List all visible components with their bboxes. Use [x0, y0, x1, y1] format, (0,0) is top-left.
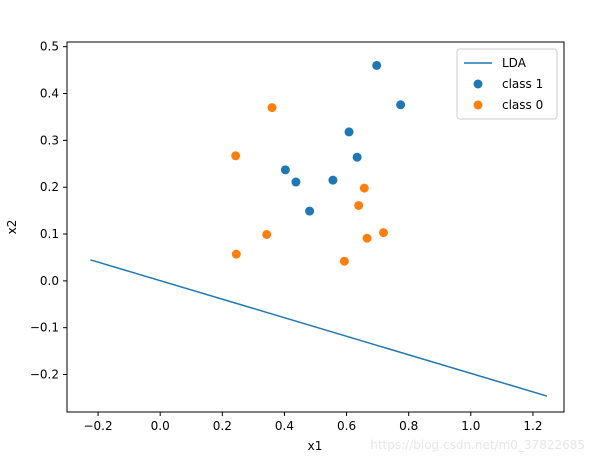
class-1-point — [352, 152, 362, 162]
x-tick-label: 0.6 — [337, 419, 356, 433]
x-tick-label: 1.0 — [461, 419, 480, 433]
y-tick-label: 0.3 — [40, 133, 59, 147]
x-tick-label: 0.8 — [399, 419, 418, 433]
x-axis: −0.2 0.0 0.2 0.4 0.6 0.8 1.0 1.2 — [83, 412, 542, 433]
y-tick-label: 0.5 — [40, 40, 59, 54]
class-0-point — [379, 228, 389, 238]
legend-label: class 1 — [502, 77, 543, 91]
class-1-point — [291, 177, 301, 187]
x-tick-label: 0.2 — [213, 419, 232, 433]
y-axis: −0.2 −0.1 0.0 0.1 0.2 0.3 0.4 0.5 — [30, 40, 67, 382]
class-0-point — [354, 200, 364, 210]
legend-label: LDA — [502, 56, 527, 70]
axes-frame — [66, 41, 565, 413]
y-tick-label: −0.2 — [30, 368, 59, 382]
legend-marker-swatch — [473, 100, 483, 110]
class-0-point — [231, 249, 241, 259]
x-tick-label: 0.4 — [275, 419, 294, 433]
class-1-point — [372, 60, 382, 70]
legend: LDA class 1 class 0 — [456, 48, 558, 120]
class-1-point — [344, 127, 354, 137]
class-1-point — [305, 206, 315, 216]
class-0-point — [359, 183, 369, 193]
class-0-point — [262, 229, 272, 239]
y-tick-label: −0.1 — [30, 321, 59, 335]
series-layer — [90, 60, 548, 397]
y-tick-label: 0.0 — [40, 274, 59, 288]
x-axis-label: x1 — [308, 439, 323, 453]
class-1-point — [396, 100, 406, 110]
x-tick-label: −0.2 — [83, 419, 112, 433]
class-0-point — [362, 233, 372, 243]
class-1-point — [328, 175, 338, 185]
class-0-point — [231, 151, 241, 161]
plot-area — [66, 41, 565, 413]
class-0-point — [339, 256, 349, 266]
lda-line — [90, 259, 548, 397]
y-axis-label: x2 — [5, 220, 19, 235]
y-tick-label: 0.4 — [40, 87, 59, 101]
legend-label: class 0 — [502, 98, 543, 112]
y-tick-label: 0.1 — [40, 227, 59, 241]
class-0-point — [267, 103, 277, 113]
y-tick-label: 0.2 — [40, 180, 59, 194]
legend-marker-swatch — [473, 79, 483, 89]
watermark: https://blog.csdn.net/m0_37822685 — [370, 438, 585, 452]
x-tick-label: 0.0 — [151, 419, 170, 433]
legend-box — [456, 48, 558, 120]
x-tick-label: 1.2 — [523, 419, 542, 433]
class-1-point — [280, 165, 290, 175]
